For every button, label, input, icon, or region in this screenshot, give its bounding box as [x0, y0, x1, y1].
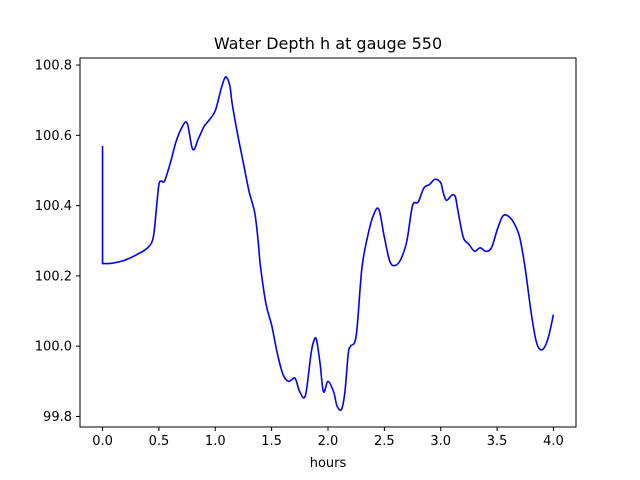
y-tick-label: 100.4: [35, 199, 72, 214]
x-tick-label: 0.0: [92, 434, 113, 449]
y-axis: 99.8 100.0 100.2 100.4 100.6 100.8: [35, 59, 80, 425]
y-tick-label: 100.6: [35, 129, 72, 144]
chart-title: Water Depth h at gauge 550: [214, 34, 442, 53]
x-tick-label: 1.5: [261, 434, 282, 449]
x-tick-label: 2.0: [318, 434, 339, 449]
y-tick-label: 99.8: [43, 410, 72, 425]
x-tick-label: 1.0: [205, 434, 226, 449]
x-tick-label: 3.5: [487, 434, 508, 449]
x-axis-title: hours: [310, 456, 347, 471]
x-axis: 0.0 0.5 1.0 1.5 2.0 2.5 3.0 3.5 4.0: [92, 427, 564, 449]
x-tick-label: 3.0: [430, 434, 451, 449]
y-tick-label: 100.8: [35, 59, 72, 74]
x-tick-label: 0.5: [149, 434, 170, 449]
x-tick-label: 2.5: [374, 434, 395, 449]
series-line: [101, 76, 555, 412]
y-tick-label: 100.0: [35, 340, 72, 355]
series-layer: [101, 76, 555, 412]
x-tick-label: 4.0: [543, 434, 564, 449]
y-tick-label: 100.2: [35, 269, 72, 284]
